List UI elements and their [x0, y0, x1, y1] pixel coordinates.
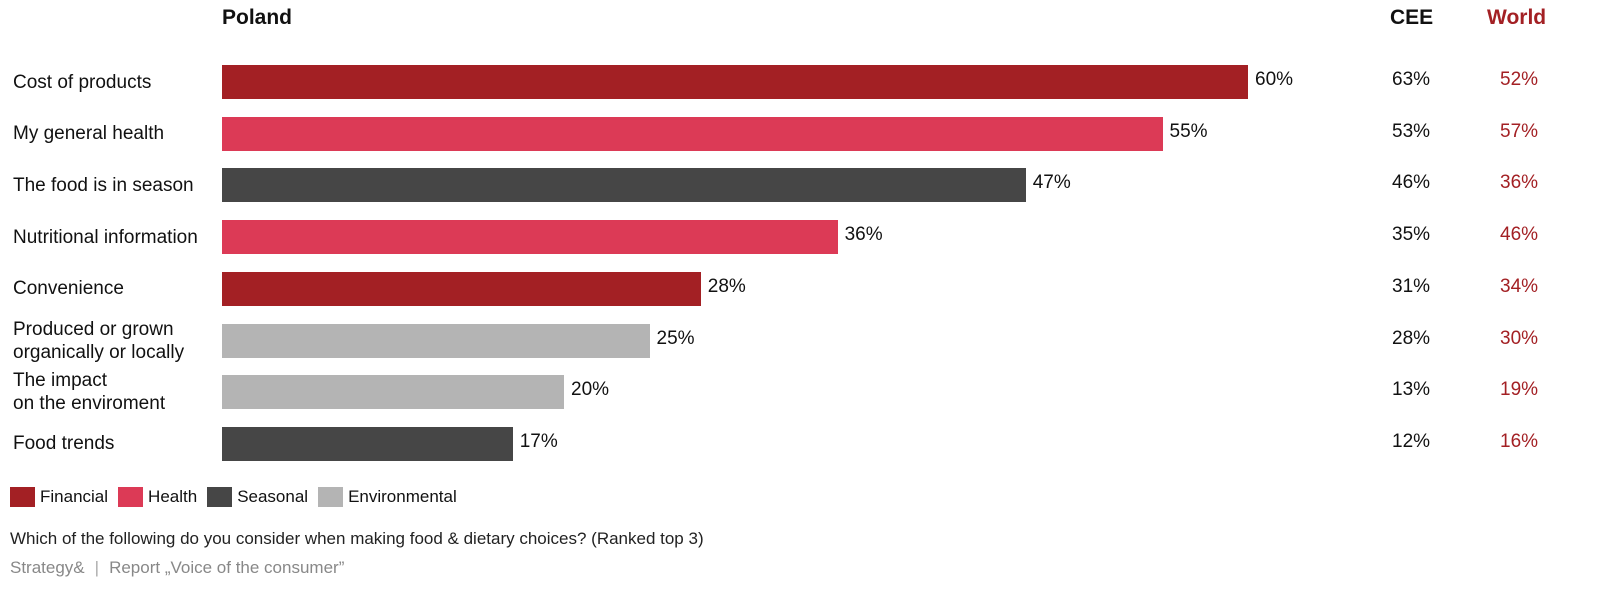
cee-value: 31% — [1392, 275, 1431, 297]
category-label: Convenience — [13, 278, 124, 300]
bar — [222, 323, 650, 358]
source-report: Report „Voice of the consumer” — [109, 558, 345, 577]
category-label: My general health — [13, 123, 165, 145]
legend-item-health: Health — [118, 487, 197, 507]
survey-question: Which of the following do you consider w… — [10, 529, 704, 548]
bar-value-label: 36% — [844, 224, 883, 246]
legend-swatch-health — [118, 487, 144, 507]
world-value: 16% — [1500, 430, 1539, 452]
cee-value: 46% — [1392, 172, 1431, 194]
source-org: Strategy& — [10, 558, 85, 577]
category-label: The impact on the enviroment — [13, 370, 166, 415]
cee-value: 13% — [1392, 379, 1431, 401]
category-label: Produced or grown organically or locally — [13, 318, 185, 363]
cee-value: 28% — [1392, 327, 1431, 349]
category-label: Nutritional information — [13, 226, 198, 248]
category-label: Cost of products — [13, 71, 152, 93]
world-value: 46% — [1500, 224, 1539, 246]
source-line: Strategy& | Report „Voice of the consumer” — [10, 558, 344, 578]
world-value: 36% — [1500, 172, 1539, 194]
bar-value-label: 47% — [1032, 172, 1071, 194]
bar — [222, 220, 838, 255]
bar-value-label: 20% — [571, 379, 610, 401]
cee-value: 35% — [1392, 224, 1431, 246]
legend-label-health: Health — [148, 487, 198, 506]
legend-item-financial: Financial — [10, 487, 108, 507]
legend-label-environmental: Environmental — [348, 487, 457, 506]
world-value: 34% — [1500, 275, 1539, 297]
bar — [222, 375, 564, 410]
bar-value-label: 28% — [707, 275, 746, 297]
legend-swatch-seasonal — [207, 487, 233, 507]
bar-value-label: 17% — [519, 430, 558, 452]
world-value: 30% — [1500, 327, 1539, 349]
header-world: World — [1487, 6, 1547, 29]
legend-label-seasonal: Seasonal — [237, 487, 309, 506]
bar-value-label: 25% — [656, 327, 695, 349]
cee-value: 63% — [1392, 69, 1431, 90]
bar — [222, 65, 1248, 99]
category-label: The food is in season — [13, 174, 194, 196]
cee-value: 53% — [1392, 120, 1431, 142]
legend: Financial Health Seasonal Environmental — [10, 487, 467, 507]
legend-label-financial: Financial — [40, 487, 109, 506]
legend-swatch-environmental — [318, 487, 344, 507]
bar-value-label: 60% — [1255, 69, 1294, 90]
world-value: 52% — [1500, 69, 1539, 90]
cee-value: 12% — [1392, 430, 1431, 452]
bar — [222, 271, 701, 306]
header-cee: CEE — [1390, 6, 1434, 29]
legend-item-seasonal: Seasonal — [207, 487, 308, 507]
bar — [222, 426, 513, 461]
legend-item-environmental: Environmental — [318, 487, 457, 507]
bar-value-label: 55% — [1169, 120, 1208, 142]
bar — [222, 116, 1163, 151]
legend-swatch-financial — [10, 487, 35, 507]
world-value: 57% — [1500, 120, 1539, 142]
bar — [222, 168, 1026, 203]
category-label: Food trends — [13, 433, 115, 455]
source-separator: | — [94, 558, 100, 577]
world-value: 19% — [1500, 379, 1539, 401]
header-poland: Poland — [222, 6, 293, 29]
